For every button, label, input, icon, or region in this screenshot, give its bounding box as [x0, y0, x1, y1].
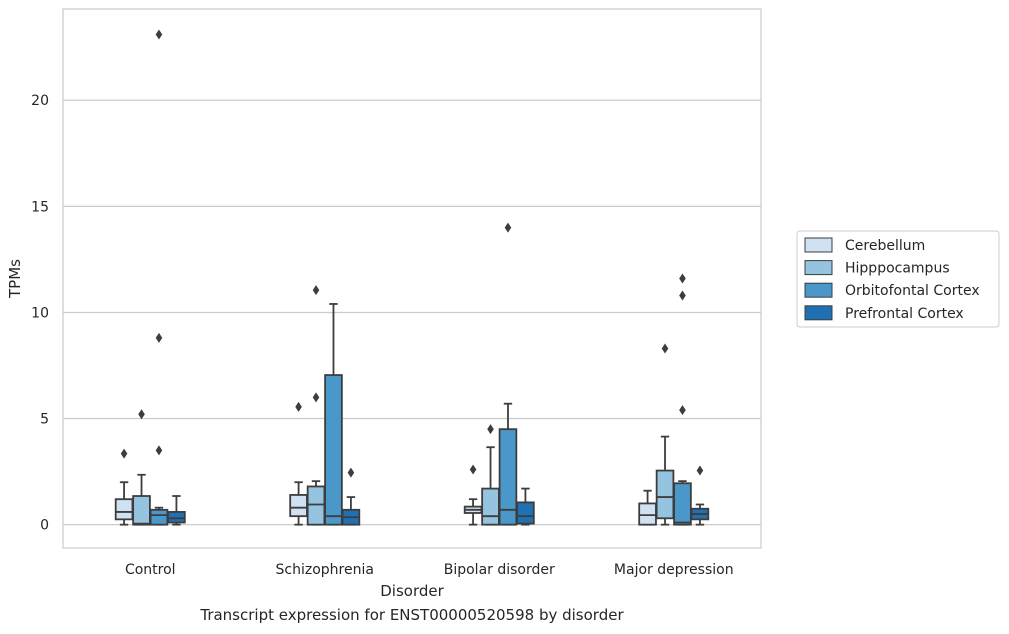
x-tick-label: Bipolar disorder: [444, 562, 555, 578]
outlier-point: [312, 285, 320, 296]
legend-frame: [796, 230, 1000, 328]
box: [289, 494, 308, 518]
plot-frame: [62, 8, 762, 549]
box-group: [324, 303, 343, 526]
outlier-point: [120, 448, 128, 459]
plot-area: [114, 29, 710, 526]
x-tick-label: Schizophrenia: [276, 562, 374, 578]
legend-label: Hipppocampus: [845, 261, 950, 277]
legend-item: Cerebellum: [804, 237, 925, 254]
outlier-point: [696, 465, 704, 476]
y-tick-label: 20: [31, 93, 49, 109]
outlier-point: [138, 409, 145, 420]
box: [516, 501, 535, 525]
box: [149, 508, 169, 526]
outlier-point: [679, 405, 686, 416]
box-group: [167, 495, 186, 526]
box: [114, 498, 134, 521]
box: [167, 511, 186, 524]
outlier-point: [312, 392, 320, 403]
legend-label: Prefrontal Cortex: [845, 306, 964, 322]
box: [673, 482, 692, 526]
outlier-point: [347, 467, 355, 478]
outlier-point: [487, 424, 494, 435]
legend: Cerebellum Hipppocampus Orbitofontal Corte…: [796, 230, 1000, 328]
box-group: [638, 489, 657, 526]
legend-item: Hipppocampus: [804, 260, 950, 277]
legend-label: Orbitofontal Cortex: [845, 283, 980, 299]
outlier-point: [155, 445, 163, 456]
box: [638, 502, 657, 526]
y-tick-label: 10: [31, 305, 49, 321]
legend-label: Cerebellum: [845, 238, 925, 254]
legend-swatch: [804, 305, 833, 321]
outlier-point: [155, 332, 163, 343]
box: [132, 495, 151, 526]
y-tick-label: 15: [31, 199, 49, 215]
legend-swatch: [804, 282, 833, 298]
box-group: [498, 222, 518, 526]
legend-swatch: [804, 260, 833, 276]
x-tick-label: Control: [125, 562, 176, 578]
box: [306, 485, 326, 526]
x-tick-labels: Control Schizophrenia Bipolar disorder Majo…: [125, 562, 734, 578]
box: [324, 374, 343, 526]
box-group: [132, 409, 151, 526]
box-group: [516, 487, 535, 526]
box: [655, 469, 675, 520]
grid-lines: [63, 99, 761, 526]
box-group: [673, 273, 692, 526]
outlier-point: [504, 222, 512, 233]
box-group: [341, 467, 361, 526]
x-axis-label: Disorder: [380, 582, 444, 600]
box: [498, 428, 518, 526]
y-tick-labels: 0 5 10 15 20: [31, 93, 49, 533]
legend-item: Orbitofontal Cortex: [804, 282, 980, 299]
outlier-point: [469, 464, 477, 475]
y-axis-label: TPMs: [6, 259, 24, 299]
box: [481, 487, 500, 526]
y-tick-label: 5: [40, 412, 49, 428]
box-group: [655, 343, 675, 526]
legend-swatch: [804, 237, 833, 253]
chart-caption: Transcript expression for ENST0000052059…: [200, 606, 624, 624]
box-group: [289, 401, 308, 526]
x-tick-label: Major depression: [614, 562, 734, 578]
legend-item: Prefrontal Cortex: [804, 305, 964, 322]
outlier-point: [661, 343, 669, 354]
y-tick-label: 0: [40, 518, 49, 534]
box-group: [114, 448, 134, 526]
box-group: [463, 464, 483, 526]
outlier-point: [679, 273, 686, 284]
box-group: [481, 424, 500, 526]
box-group: [149, 29, 169, 526]
box-group: [690, 465, 710, 526]
outlier-point: [679, 290, 686, 301]
outlier-point: [155, 29, 163, 40]
box-group: [306, 285, 326, 526]
outlier-point: [295, 401, 302, 412]
